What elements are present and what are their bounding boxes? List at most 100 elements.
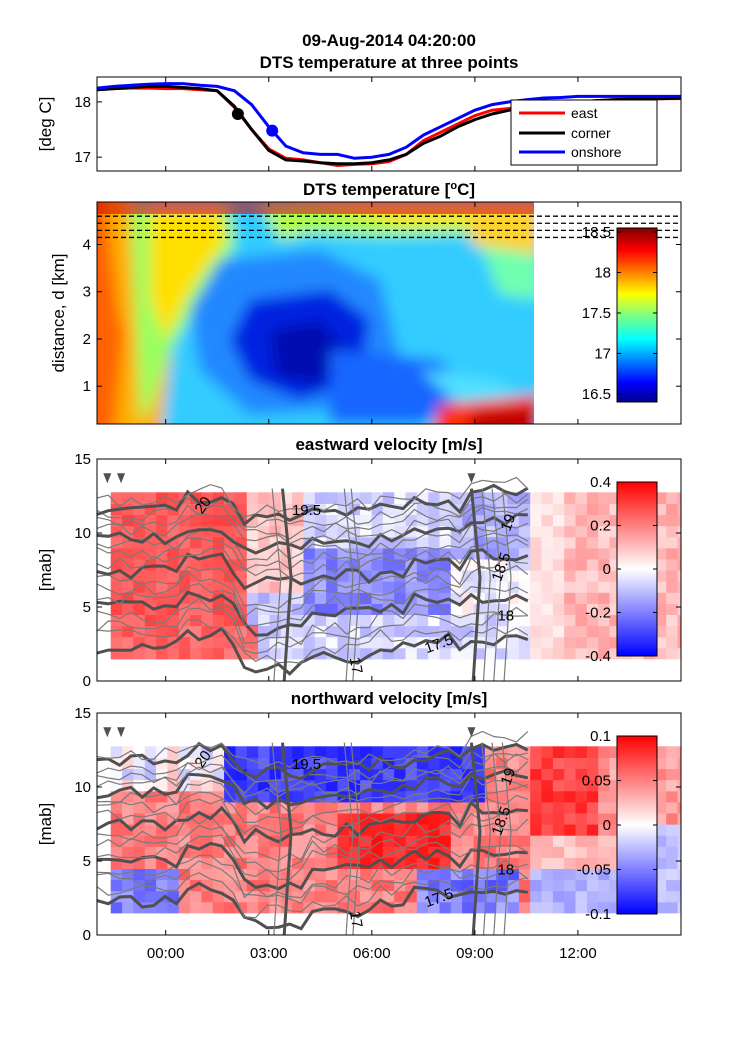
marker-onshore [266,124,279,137]
marker-corner [231,108,244,121]
legend-label-east: east [571,105,598,121]
axes-box [96,76,682,172]
contour-label: 19.5 [292,756,321,773]
instrument-marker-icon [467,727,476,738]
contour-line [97,548,529,591]
contour-line [97,854,528,899]
contour-line [97,834,529,881]
contour-line [97,769,529,811]
y-axis-label: distance, d [km] [49,253,68,372]
contour-line [97,810,528,862]
temperature-contours [97,727,529,935]
contour-line [97,752,529,795]
contour-line [97,597,529,646]
contour-line [97,818,529,873]
main-title-line2: DTS temperature at three points [260,53,519,72]
dts-heatmap-field [97,202,534,424]
panel-title-dts: DTS temperature [oC] [303,180,475,199]
colorbar-tick-label: 17 [594,345,611,362]
contour-label: 20 [191,494,214,517]
colorbar-tick-label: 0.2 [590,518,611,535]
contour-line [97,761,529,798]
instrument-marker-icon [467,473,476,484]
panel-eastward-velocity: eastward velocity [m/s] 0 5 10 15 20 19.5 19 1… [36,435,682,690]
y-tick-label: 5 [83,599,91,616]
legend-label-onshore: onshore [571,144,622,160]
contour-line [97,841,528,891]
colorbar-northward: 0.1 0.05 0 -0.05 -0.1 [577,728,658,923]
dts-top-band [97,202,534,214]
contour-label: 17 [346,656,366,675]
contour-line [469,742,482,935]
colorbar-tick-label: 17.5 [582,305,611,322]
contour-line [97,590,529,637]
panel-dts-temperature: DTS temperature [oC] [49,180,682,425]
x-tick-label: 09:00 [456,945,494,962]
y-tick-label: 15 [74,451,91,468]
x-tick-label: 06:00 [353,945,391,962]
colorbar-tick-label: 18.5 [582,224,611,241]
panel-three-points: 17 18 [deg C] east corner onshore [36,76,682,172]
y-tick-label: 15 [74,705,91,722]
series-line-onshore [96,82,681,160]
colorbar-tick-label: -0.2 [585,605,611,622]
temperature-contours [97,473,529,681]
y-axis-label: [mab] [36,549,55,592]
y-tick-label: 10 [74,779,91,796]
contour-line [501,488,512,681]
colorbar-tick-label: 16.5 [582,386,611,403]
colorbar-gradient [616,481,658,657]
contour-line [97,522,529,561]
contour-label: 17 [346,910,366,929]
colorbar-eastward: 0.4 0.2 0 -0.2 -0.4 [585,474,658,665]
main-title-line1: 09-Aug-2014 04:20:00 [302,31,476,50]
contour-line [97,784,528,824]
contour-line [281,488,293,681]
x-tick-label: 12:00 [559,945,597,962]
contour-line [97,860,529,904]
instrument-marker-icon [117,727,126,738]
contour-line [281,742,293,935]
contour-line [97,538,529,579]
contour-line [97,730,529,768]
contour-line [97,483,529,527]
contour-line [97,506,529,545]
contour-line [97,476,529,518]
contour-line [97,619,529,664]
colorbar-tick-label: -0.05 [577,862,611,879]
x-tick-label: 00:00 [147,945,185,962]
colorbar-tick-label: 0 [603,561,611,578]
contour-line [343,488,354,681]
contour-line [97,556,528,610]
y-tick-label: 10 [74,525,91,542]
y-tick-label: 3 [83,284,91,301]
y-tick-label: 5 [83,853,91,870]
panel-northward-velocity: northward velocity [m/s] 0 5 10 15 20 19.5 19… [36,689,682,962]
colorbar-tick-label: 0.05 [582,773,611,790]
contour-line [97,606,528,655]
contour-line [97,498,529,540]
colorbar-tick-label: 18 [594,265,611,282]
contour-line [350,742,361,935]
contour-line [481,742,491,935]
axes-box [96,458,682,682]
panel-title-eastward: eastward velocity [m/s] [295,435,482,454]
instrument-marker-icon [103,727,112,738]
panel-title-northward: northward velocity [m/s] [291,689,487,708]
contour-line [97,800,528,845]
y-tick-label: 0 [83,927,91,944]
contour-line [271,488,282,681]
contour-line [97,532,529,571]
colorbar-gradient [616,227,658,403]
contour-line [97,881,529,931]
contour-line [97,564,529,618]
contour-line [501,742,512,935]
instrument-marker-icon [117,473,126,484]
colorbar-tick-label: -0.4 [585,648,611,665]
contour-line [469,488,482,681]
colorbar-tick-label: 0.4 [590,474,611,491]
colorbar-dts: 16.5 17 17.5 18 18.5 [582,224,658,403]
contour-label: 19.5 [292,502,321,519]
colorbar-tick-label: 0.1 [590,728,611,745]
